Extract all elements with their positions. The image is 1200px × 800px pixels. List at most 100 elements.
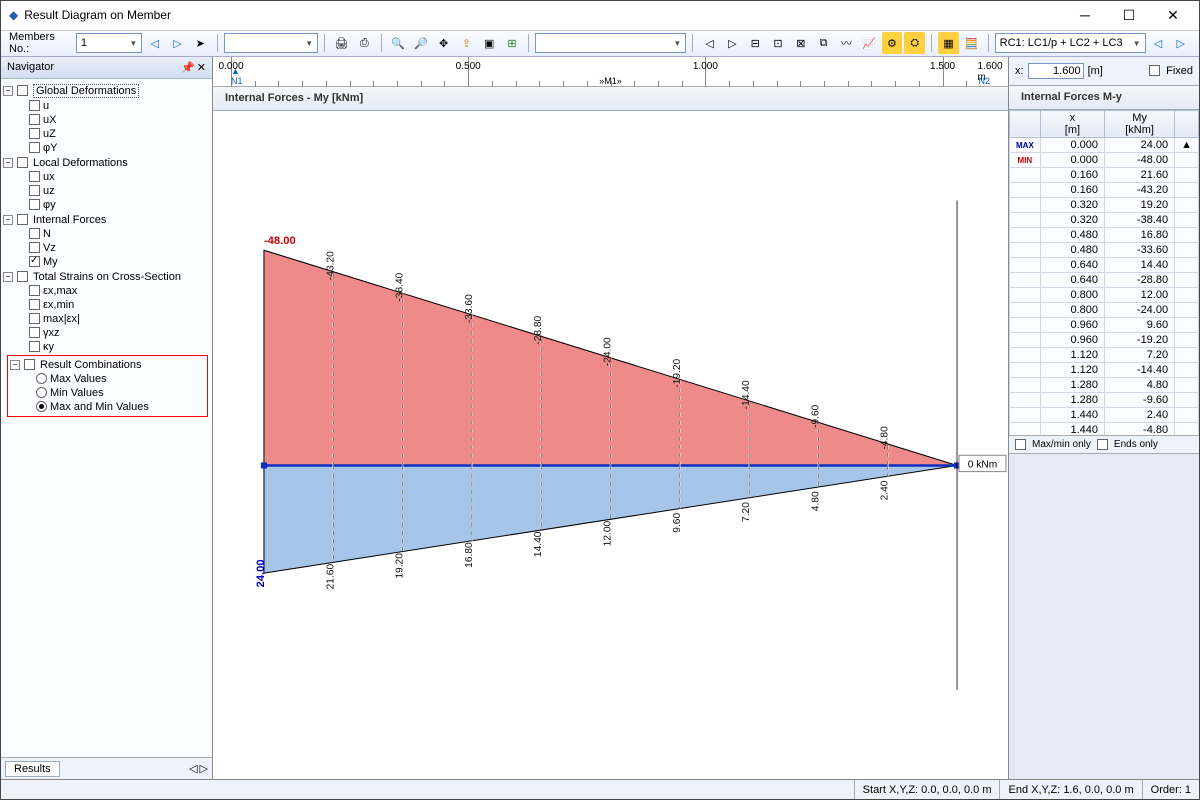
expand-icon[interactable]: − <box>3 272 13 282</box>
printer-settings-button[interactable]: ⎙ <box>354 32 375 54</box>
minimize-button[interactable]: ─ <box>1063 1 1107 29</box>
maximize-button[interactable]: ☐ <box>1107 1 1151 29</box>
tree-item[interactable]: My <box>29 255 210 269</box>
table-row[interactable]: 0.960-19.20 <box>1010 332 1199 347</box>
lc-prev-button[interactable]: ◁ <box>1148 32 1169 54</box>
zoom-window-button[interactable]: 🔎 <box>410 32 431 54</box>
pick-member-button[interactable]: ➤ <box>190 32 211 54</box>
table-row[interactable]: 0.160-43.20 <box>1010 182 1199 197</box>
radio-icon[interactable] <box>36 387 47 398</box>
nav-first-button[interactable]: ◁ <box>699 32 720 54</box>
tree-item[interactable]: uZ <box>29 127 210 141</box>
table-row[interactable]: 0.48016.80 <box>1010 227 1199 242</box>
tree-item[interactable]: max|εx| <box>29 312 210 326</box>
pan-button[interactable]: ✥ <box>433 32 454 54</box>
opt6-button[interactable]: 📈 <box>859 32 880 54</box>
window-toggle-button[interactable]: ▣ <box>479 32 500 54</box>
table-row[interactable]: 0.480-33.60 <box>1010 242 1199 257</box>
column-header[interactable]: My[kNm] <box>1105 110 1175 137</box>
table-row[interactable]: 0.640-28.80 <box>1010 272 1199 287</box>
table-row[interactable]: 0.800-24.00 <box>1010 302 1199 317</box>
item-checkbox[interactable] <box>29 256 40 267</box>
opt4-button[interactable]: ⧉ <box>813 32 834 54</box>
item-checkbox[interactable] <box>29 171 40 182</box>
tree-item[interactable]: φy <box>29 198 210 212</box>
tree-item[interactable]: κy <box>29 340 210 354</box>
nav-last-button[interactable]: ▷ <box>722 32 743 54</box>
tree-item[interactable]: uz <box>29 184 210 198</box>
table-row[interactable]: 0.80012.00 <box>1010 287 1199 302</box>
navigator-tree[interactable]: − Global DeformationsuuXuZφY− Local Defo… <box>1 79 212 757</box>
table-row[interactable]: 1.120-14.40 <box>1010 362 1199 377</box>
radio-icon[interactable] <box>36 373 47 384</box>
nav-pin-icon[interactable]: 📌 <box>181 61 195 74</box>
tree-group-label[interactable]: Total Strains on Cross-Section <box>33 271 181 283</box>
tree-item[interactable]: φY <box>29 141 210 155</box>
tree-item[interactable]: N <box>29 227 210 241</box>
excel-export-button[interactable]: ⊞ <box>502 32 523 54</box>
item-checkbox[interactable] <box>29 142 40 153</box>
table-row[interactable]: MIN0.000-48.00 <box>1010 152 1199 167</box>
smoothing-select[interactable]: ▼ <box>535 33 686 53</box>
table-row[interactable]: 1.4402.40 <box>1010 407 1199 422</box>
maxmin-checkbox[interactable] <box>1015 439 1026 450</box>
table-row[interactable]: 1.1207.20 <box>1010 347 1199 362</box>
endsonly-checkbox[interactable] <box>1097 439 1108 450</box>
zoom-all-button[interactable]: 🔍 <box>388 32 409 54</box>
item-checkbox[interactable] <box>29 185 40 196</box>
navigator-footer-tab[interactable]: Results <box>5 761 60 777</box>
expand-icon[interactable]: − <box>10 360 20 370</box>
close-button[interactable]: ✕ <box>1151 1 1195 29</box>
prev-member-button[interactable]: ◁ <box>144 32 165 54</box>
group-checkbox[interactable] <box>17 271 28 282</box>
tree-group-label[interactable]: Global Deformations <box>33 84 139 98</box>
item-checkbox[interactable] <box>29 285 40 296</box>
tree-group-label[interactable]: Internal Forces <box>33 214 106 226</box>
item-checkbox[interactable] <box>29 100 40 111</box>
result-comb-option[interactable]: Max and Min Values <box>36 400 205 414</box>
table-row[interactable]: 0.16021.60 <box>1010 167 1199 182</box>
lc-next-button[interactable]: ▷ <box>1170 32 1191 54</box>
table-row[interactable]: MAX0.00024.00▲ <box>1010 137 1199 152</box>
x-input[interactable] <box>1028 63 1084 79</box>
nav-close-icon[interactable]: ✕ <box>197 61 206 74</box>
tree-item[interactable]: uX <box>29 113 210 127</box>
loadcase-select[interactable]: RC1: LC1/p + LC2 + LC3▼ <box>995 33 1146 53</box>
table-row[interactable]: 1.280-9.60 <box>1010 392 1199 407</box>
tree-item[interactable]: εx,max <box>29 284 210 298</box>
expand-icon[interactable]: − <box>3 158 13 168</box>
table-row[interactable]: 1.2804.80 <box>1010 377 1199 392</box>
opt2-button[interactable]: ⊡ <box>768 32 789 54</box>
opt9-button[interactable]: ▦ <box>938 32 959 54</box>
item-checkbox[interactable] <box>29 228 40 239</box>
tree-item[interactable]: ux <box>29 170 210 184</box>
item-checkbox[interactable] <box>29 242 40 253</box>
table-row[interactable]: 0.9609.60 <box>1010 317 1199 332</box>
item-checkbox[interactable] <box>29 313 40 324</box>
group-checkbox[interactable] <box>24 359 35 370</box>
next-member-button[interactable]: ▷ <box>167 32 188 54</box>
table-row[interactable]: 1.440-4.80 <box>1010 422 1199 436</box>
column-header[interactable]: x[m] <box>1040 110 1104 137</box>
export-button[interactable]: ⇪ <box>456 32 477 54</box>
tree-group-label[interactable]: Local Deformations <box>33 157 128 169</box>
group-checkbox[interactable] <box>17 85 28 96</box>
opt3-button[interactable]: ⊠ <box>790 32 811 54</box>
radio-icon[interactable] <box>36 401 47 412</box>
tree-item[interactable]: Vz <box>29 241 210 255</box>
opt1-button[interactable]: ⊟ <box>745 32 766 54</box>
item-checkbox[interactable] <box>29 199 40 210</box>
item-checkbox[interactable] <box>29 327 40 338</box>
item-checkbox[interactable] <box>29 114 40 125</box>
print-button[interactable]: 🖨 <box>331 32 352 54</box>
tree-item[interactable]: γxz <box>29 326 210 340</box>
expand-icon[interactable]: − <box>3 86 13 96</box>
opt7-button[interactable]: ⚙ <box>882 32 903 54</box>
group-checkbox[interactable] <box>17 214 28 225</box>
result-comb-option[interactable]: Max Values <box>36 372 205 386</box>
tree-item[interactable]: εx,min <box>29 298 210 312</box>
members-select[interactable]: 1▼ <box>76 33 142 53</box>
table-row[interactable]: 0.32019.20 <box>1010 197 1199 212</box>
nav-prevtab-button[interactable]: ◁ <box>189 762 197 775</box>
nav-nexttab-button[interactable]: ▷ <box>200 762 208 775</box>
